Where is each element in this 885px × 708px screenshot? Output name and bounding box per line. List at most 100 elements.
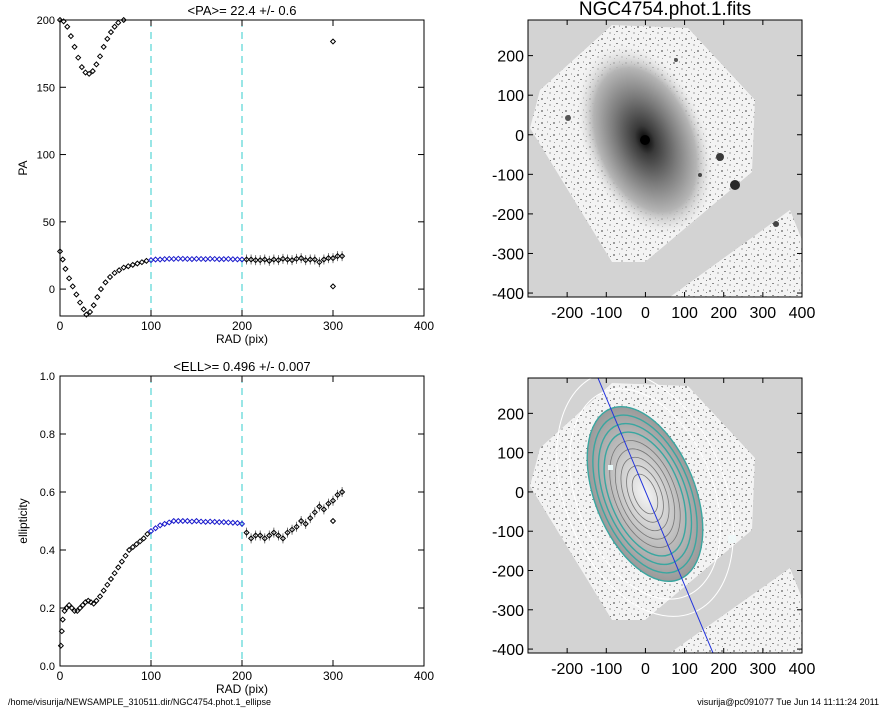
data-marker: [96, 53, 104, 60]
data-marker: [320, 256, 328, 263]
data-marker: [144, 530, 151, 538]
data-marker: [197, 518, 205, 525]
data-marker: [86, 308, 94, 316]
y-tick-label: 100: [497, 446, 524, 463]
y-tick-label: 100: [497, 88, 524, 105]
galaxy-image-title: NGC4754.phot.1.fits: [579, 0, 751, 20]
x-tick-label: 100: [141, 669, 161, 683]
x-tick-label: 400: [414, 669, 434, 683]
data-marker: [96, 593, 104, 600]
data-marker: [129, 543, 136, 551]
y-tick-label: 200: [497, 406, 524, 423]
isophote-ellipse: [626, 465, 664, 523]
data-marker: [275, 532, 282, 539]
data-marker: [261, 535, 268, 542]
y-tick-label: -100: [492, 167, 524, 184]
data-marker: [57, 642, 65, 649]
data-marker: [90, 302, 97, 309]
y-tick-label: 0.8: [40, 429, 55, 441]
x-tick-label: 400: [414, 319, 434, 333]
data-marker: [68, 604, 75, 612]
y-tick-label: 200: [497, 49, 524, 66]
x-tick-label: 100: [671, 305, 698, 322]
data-marker: [93, 597, 100, 604]
data-marker: [138, 259, 146, 266]
x-tick-label: 400: [789, 305, 816, 322]
x-tick-label: -100: [590, 305, 622, 322]
x-tick-label: -200: [551, 305, 583, 322]
y-tick-label: 200: [37, 15, 55, 27]
data-marker: [147, 528, 155, 535]
data-marker: [118, 558, 125, 565]
data-marker: [143, 257, 150, 264]
ellipticity-profile-panel: <ELL>= 0.496 +/- 0.007 0 100 200 300 400 0.0 0.…: [16, 359, 434, 696]
y-tick-label: 0: [515, 128, 524, 145]
data-marker: [338, 253, 346, 260]
detector-footprint-lower: [670, 210, 802, 297]
foreground-star: [773, 221, 779, 227]
data-marker: [270, 529, 277, 536]
data-marker: [188, 518, 196, 525]
x-tick-label: 200: [710, 305, 737, 322]
data-marker: [73, 291, 80, 298]
isophote-ellipse: [614, 448, 676, 540]
data-marker: [76, 604, 84, 612]
data-marker: [93, 61, 100, 68]
data-marker: [115, 564, 122, 571]
data-marker: [207, 518, 214, 525]
galaxy-image-ticks: -200 -100 0 100 200 300 400 -400 -300 -200 -100 0 10…: [492, 20, 815, 322]
data-marker: [80, 306, 87, 313]
data-marker: [202, 518, 209, 525]
data-marker: [100, 43, 107, 51]
data-marker: [126, 546, 133, 554]
y-tick-label: 0.4: [40, 545, 55, 557]
data-marker: [311, 509, 318, 516]
data-marker: [67, 33, 75, 40]
x-tick-label: 400: [789, 661, 816, 678]
y-tick-label: 150: [37, 82, 55, 94]
data-marker: [316, 259, 323, 266]
data-marker: [62, 265, 69, 273]
data-marker: [140, 535, 147, 542]
data-marker: [76, 299, 84, 306]
data-marker: [134, 260, 141, 267]
y-tick-label: -400: [492, 286, 524, 303]
data-marker: [79, 601, 86, 609]
y-tick-label: 0.0: [40, 661, 55, 673]
y-axis-label: PA: [16, 160, 30, 175]
data-marker: [275, 257, 282, 264]
data-marker: [102, 279, 109, 286]
data-marker: [329, 255, 337, 262]
data-marker: [86, 70, 93, 77]
y-tick-label: -300: [492, 603, 524, 620]
x-tick-label: 100: [141, 319, 161, 333]
data-marker: [133, 541, 140, 548]
data-marker: [59, 256, 66, 263]
y-tick-label: 50: [43, 217, 55, 229]
data-marker: [100, 587, 107, 594]
foreground-star: [565, 115, 571, 121]
data-marker: [111, 570, 118, 577]
data-marker: [329, 497, 337, 504]
data-marker: [71, 43, 78, 51]
y-tick-label: -200: [492, 207, 524, 224]
y-tick-label: 0.2: [40, 603, 55, 615]
data-marker: [136, 538, 144, 545]
data-marker: [338, 488, 346, 496]
x-tick-label: 300: [323, 319, 343, 333]
x-tick-label: 200: [232, 319, 252, 333]
isophote-ellipse: [603, 431, 687, 557]
x-tick-label: 0: [57, 319, 64, 333]
data-marker: [329, 283, 337, 290]
galaxy-nucleus: [640, 135, 650, 145]
data-marker: [257, 532, 264, 539]
data-marker: [122, 552, 129, 559]
data-marker: [288, 526, 296, 533]
major-axis-line: [597, 378, 714, 653]
x-tick-label: 300: [750, 305, 777, 322]
data-marker: [247, 535, 255, 542]
data-marker: [266, 532, 273, 539]
foreground-star: [698, 173, 702, 177]
data-marker: [302, 520, 309, 528]
